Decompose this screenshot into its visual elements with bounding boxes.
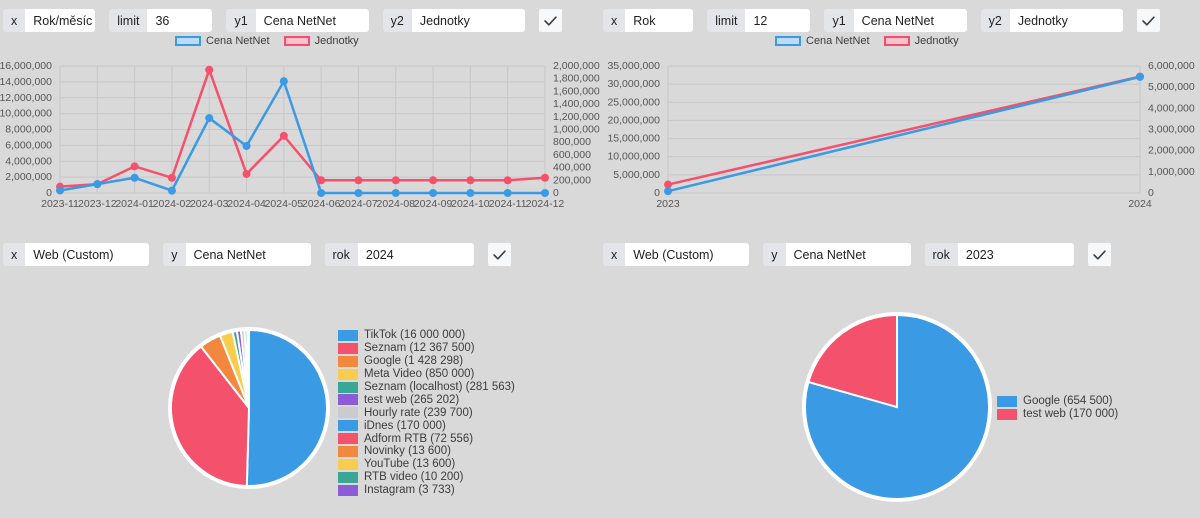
svg-text:1,600,000: 1,600,000 — [553, 85, 600, 97]
svg-text:4,000,000: 4,000,000 — [5, 155, 52, 167]
svg-text:12,000,000: 12,000,000 — [0, 92, 52, 104]
svg-text:2024-10: 2024-10 — [451, 198, 490, 210]
svg-text:2024-02: 2024-02 — [153, 198, 192, 210]
svg-text:600,000: 600,000 — [553, 149, 591, 161]
svg-text:2024-01: 2024-01 — [115, 198, 154, 210]
svg-text:1,400,000: 1,400,000 — [553, 98, 600, 110]
svg-text:6,000,000: 6,000,000 — [1148, 60, 1195, 72]
svg-text:1,200,000: 1,200,000 — [553, 111, 600, 123]
svg-text:8,000,000: 8,000,000 — [5, 124, 52, 136]
svg-text:400,000: 400,000 — [553, 162, 591, 174]
svg-text:2024: 2024 — [1128, 198, 1152, 210]
svg-text:20,000,000: 20,000,000 — [607, 114, 660, 126]
svg-text:2,000,000: 2,000,000 — [5, 171, 52, 183]
svg-text:4,000,000: 4,000,000 — [1148, 102, 1195, 114]
svg-text:2024-04: 2024-04 — [227, 198, 266, 210]
svg-text:2,000,000: 2,000,000 — [553, 60, 600, 72]
svg-text:2023-12: 2023-12 — [78, 198, 117, 210]
svg-text:2024-03: 2024-03 — [190, 198, 229, 210]
svg-text:200,000: 200,000 — [553, 174, 591, 186]
svg-text:35,000,000: 35,000,000 — [607, 60, 660, 72]
svg-text:10,000,000: 10,000,000 — [607, 151, 660, 163]
svg-text:3,000,000: 3,000,000 — [1148, 124, 1195, 136]
svg-text:2024-11: 2024-11 — [489, 198, 527, 210]
svg-text:10,000,000: 10,000,000 — [0, 108, 52, 120]
svg-text:2023: 2023 — [656, 198, 680, 210]
svg-text:2024-12: 2024-12 — [526, 198, 565, 210]
svg-text:2024-08: 2024-08 — [376, 198, 415, 210]
svg-text:5,000,000: 5,000,000 — [1148, 81, 1195, 93]
svg-text:6,000,000: 6,000,000 — [5, 139, 52, 151]
svg-text:800,000: 800,000 — [553, 136, 591, 148]
svg-text:5,000,000: 5,000,000 — [613, 169, 660, 181]
svg-text:25,000,000: 25,000,000 — [607, 96, 660, 108]
svg-text:2023-11: 2023-11 — [41, 198, 79, 210]
svg-text:1,800,000: 1,800,000 — [553, 73, 600, 85]
svg-text:2024-06: 2024-06 — [302, 198, 341, 210]
svg-text:16,000,000: 16,000,000 — [0, 60, 52, 72]
svg-text:15,000,000: 15,000,000 — [607, 133, 660, 145]
svg-text:1,000,000: 1,000,000 — [1148, 166, 1195, 178]
svg-text:1,000,000: 1,000,000 — [553, 124, 600, 136]
svg-text:14,000,000: 14,000,000 — [0, 76, 52, 88]
svg-text:30,000,000: 30,000,000 — [607, 78, 660, 90]
svg-text:2024-07: 2024-07 — [339, 198, 378, 210]
svg-text:2,000,000: 2,000,000 — [1148, 145, 1195, 157]
svg-text:2024-09: 2024-09 — [414, 198, 453, 210]
svg-text:2024-05: 2024-05 — [265, 198, 304, 210]
